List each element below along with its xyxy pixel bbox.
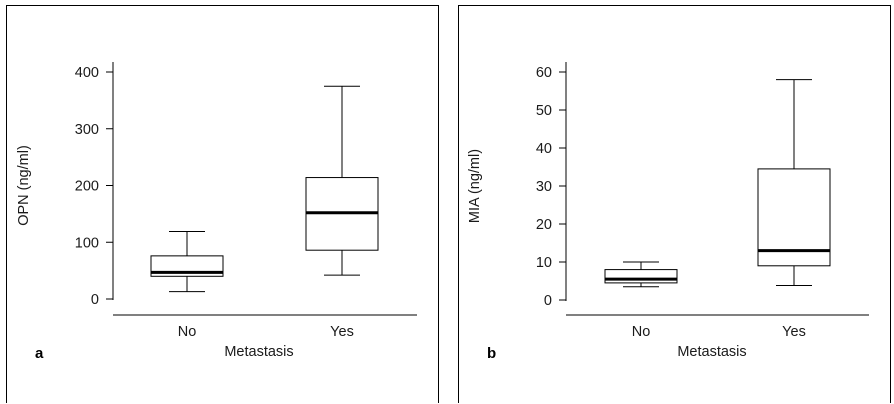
y-tick-label: 100 (75, 235, 99, 251)
y-tick-label: 40 (536, 141, 552, 157)
chart-b-svg: 0 10 20 30 40 50 60 No Yes Metastasis MIA (ng/ml) b (467, 62, 869, 362)
y-tick-label: 0 (91, 292, 99, 308)
y-tick-label: 400 (75, 65, 99, 81)
y-tick-label: 50 (536, 103, 552, 119)
x-category-label: No (632, 324, 651, 340)
y-tick-label: 60 (536, 65, 552, 81)
y-tick-label: 30 (536, 179, 552, 195)
x-category-label: Yes (330, 324, 354, 340)
y-tick-label: 20 (536, 217, 552, 233)
panel-letter: a (35, 345, 44, 362)
y-tick-label: 0 (544, 293, 552, 309)
x-category-label: No (178, 324, 197, 340)
panel-letter: b (487, 345, 496, 362)
y-axis-title: OPN (ng/ml) (16, 145, 32, 226)
chart-panel-a: 0 100 200 300 400 No Yes Metastasis OPN (ng/ml) a (6, 5, 439, 403)
y-tick-label: 300 (75, 122, 99, 138)
y-tick-label: 10 (536, 255, 552, 271)
box-no (604, 269, 678, 284)
y-axis-title: MIA (ng/ml) (467, 149, 483, 223)
chart-a-svg: 0 100 200 300 400 No Yes Metastasis OPN (ng/ml) a (16, 62, 417, 362)
chart-panel-b: 0 10 20 30 40 50 60 No Yes Metastasis MIA (ng/ml) b (458, 5, 891, 403)
x-axis-title: Metastasis (677, 344, 746, 360)
x-category-label: Yes (782, 324, 806, 340)
y-tick-label: 200 (75, 179, 99, 195)
x-axis-title: Metastasis (224, 344, 293, 360)
